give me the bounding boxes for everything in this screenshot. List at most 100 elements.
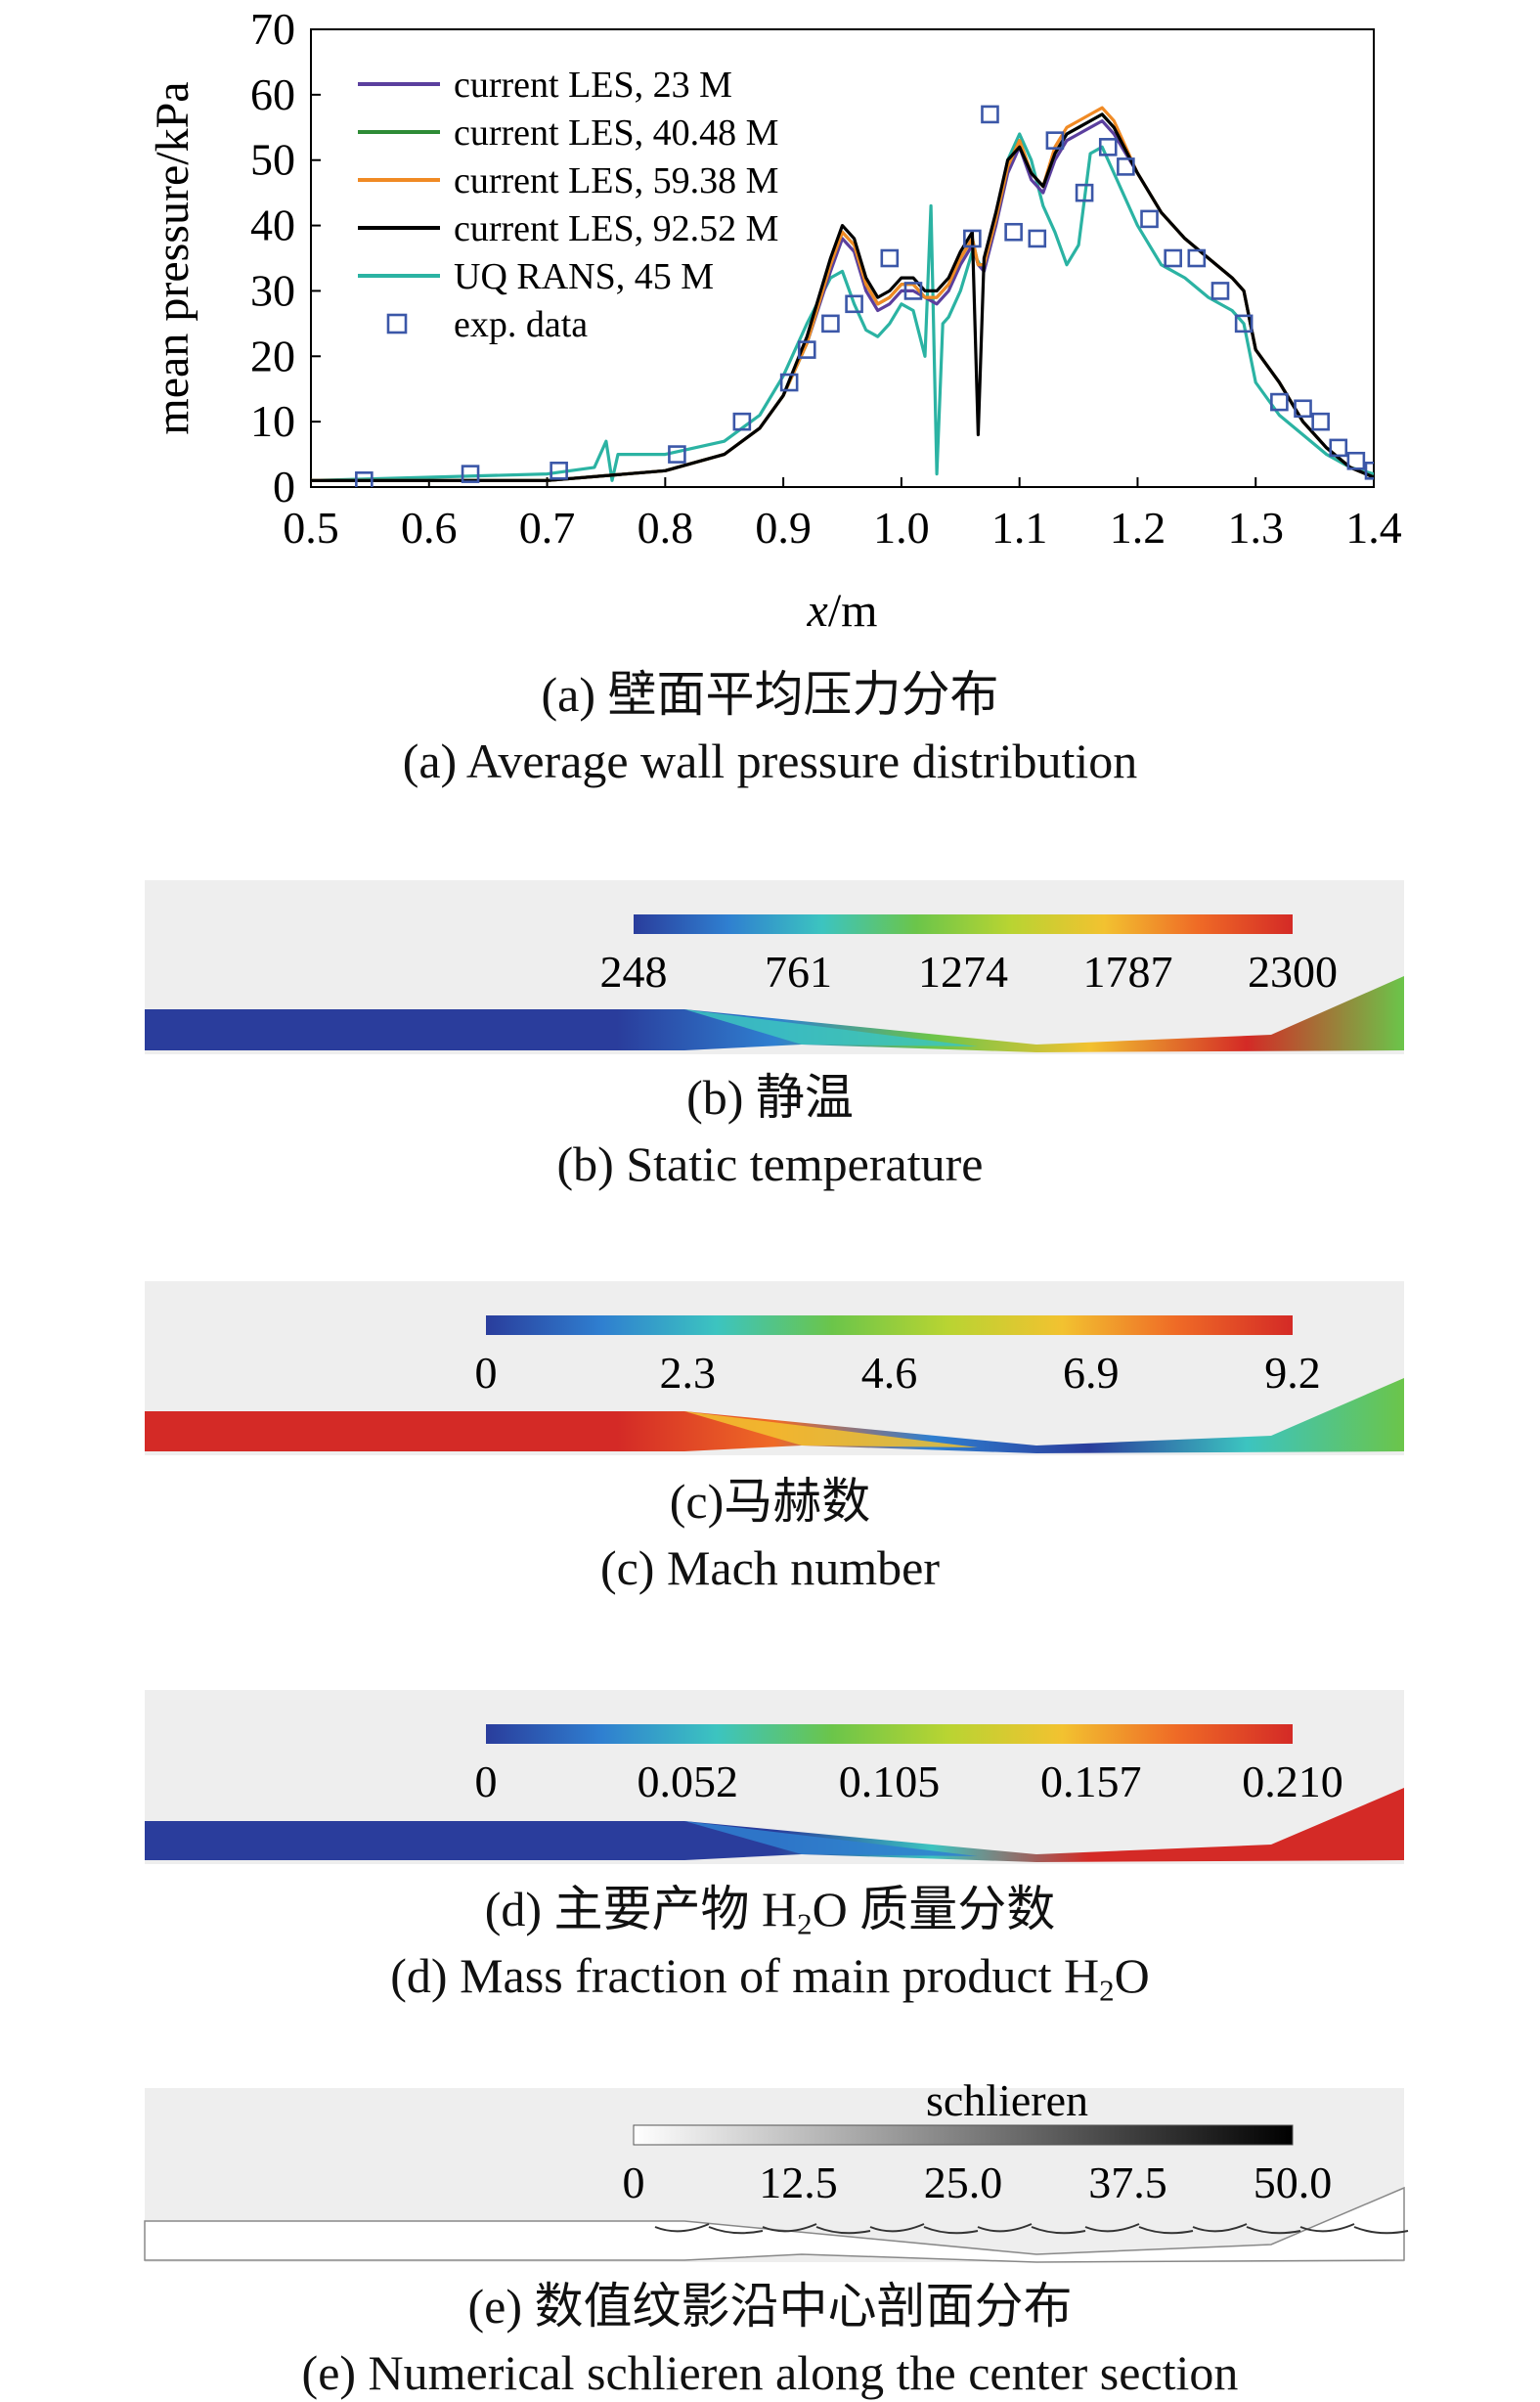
colorbar-tick-label: 248 [600, 947, 668, 997]
exp-data-point [845, 294, 863, 314]
pressure-chart-body: 0.5 0.6 0.7 0.8 0.9 1.0 1.1 1.2 1.3 1.4 0 10 20 30 40 5… [147, 4, 1402, 637]
caption-e-en: (e) Numerical schlieren along the center… [301, 2345, 1239, 2400]
y-tick-label: 40 [250, 200, 295, 250]
colorbar-tick-label: 0 [475, 1757, 498, 1806]
exp-data-point [880, 248, 900, 268]
colorbar-tick-label: 4.6 [861, 1348, 918, 1398]
colorbar [486, 1724, 1293, 1744]
caption-d-cn-sub: 2 [797, 1906, 813, 1941]
exp-data-point [797, 340, 816, 359]
exp-data-point [1294, 399, 1312, 419]
schlieren-wave [1192, 2223, 1248, 2233]
h2o-field: 0 0.052 0.105 0.157 0.210 [145, 1690, 1404, 1864]
caption-d-cn: (d) 主要产物 H2O 质量分数 [0, 1880, 1540, 1954]
exp-data-point [1329, 438, 1348, 458]
schlieren-wave [654, 2223, 710, 2233]
schlieren-wave [1353, 2226, 1409, 2235]
y-tick-label: 10 [250, 396, 295, 446]
schlieren-wave [923, 2226, 979, 2235]
colorbar-tick-label: 0.052 [638, 1757, 739, 1806]
y-tick-label: 30 [250, 265, 295, 315]
x-tick-label: 1.1 [991, 503, 1048, 553]
legend-label: current LES, 40.48 M [454, 112, 778, 154]
caption-a-cn: (a) 壁面平均压力分布 [541, 667, 999, 722]
schlieren-wave [977, 2223, 1033, 2233]
colorbar [634, 914, 1293, 934]
legend-label: current LES, 92.52 M [454, 208, 778, 249]
colorbar-tick-label: 50.0 [1254, 2157, 1333, 2207]
colorbar-tick-label: 0.157 [1040, 1757, 1142, 1806]
shock-wedge [684, 1821, 978, 1856]
exp-data-point [461, 465, 480, 483]
exp-data-point [1364, 461, 1374, 480]
legend: current LES, 23 M current LES, 40.48 M cur… [358, 65, 778, 345]
caption-d-en-sub: 2 [1099, 1973, 1115, 2008]
exp-data-point [1075, 183, 1094, 202]
colorbar-tick-label: 12.5 [759, 2157, 838, 2207]
temperature-field: 248 761 1274 1787 2300 [145, 880, 1404, 1054]
schlieren-field: 0 12.5 25.0 37.5 50.0 schlieren [144, 2078, 1409, 2263]
colorbar-tick-label: 2300 [1248, 947, 1338, 997]
exp-data-point [1270, 392, 1289, 412]
colorbar-tick-label: 9.2 [1264, 1348, 1321, 1398]
caption-d-cn-pre: (d) 主要产物 H [484, 1882, 798, 1936]
exp-data-point [1187, 248, 1207, 268]
colorbar-tick-label: 25.0 [924, 2157, 1003, 2207]
legend-marker [386, 313, 408, 334]
exp-data-point [1311, 412, 1330, 431]
x-tick-label: 0.6 [401, 503, 458, 553]
x-tick-label: 0.7 [519, 503, 576, 553]
series-line-4 [311, 132, 1374, 482]
colorbar-tick-label: 0 [623, 2157, 645, 2207]
caption-d-cn-post: O 质量分数 [812, 1882, 1056, 1936]
series-group [311, 105, 1374, 487]
channel [145, 1788, 1404, 1862]
caption-e-cn: (e) 数值纹影沿中心剖面分布 [467, 2279, 1073, 2334]
mach-contour: 0 2.3 4.6 6.9 9.2 [145, 1281, 1404, 1455]
exp-data-point [1098, 138, 1118, 156]
colorbar-tick-label: 1787 [1083, 947, 1173, 997]
exp-data-point [1028, 229, 1047, 248]
exp-data-point [1004, 222, 1023, 242]
colorbar-tick-label: 0.105 [839, 1757, 941, 1806]
schlieren-wave [815, 2226, 871, 2235]
colorbar-tick-label: 6.9 [1063, 1348, 1120, 1398]
channel [145, 1378, 1404, 1453]
x-tick-label: 1.2 [1110, 503, 1166, 553]
exp-data-point [1140, 209, 1159, 229]
exp-data-point [1164, 248, 1182, 268]
schlieren-contour: 0 12.5 25.0 37.5 50.0 schlieren [144, 2078, 1409, 2263]
caption-a-en: (a) Average wall pressure distribution [402, 734, 1138, 788]
shock-wedge [684, 1411, 978, 1447]
exp-data-point [963, 229, 982, 248]
schlieren-wave [1031, 2226, 1086, 2235]
legend-label: UQ RANS, 45 M [454, 256, 714, 297]
colorbar-tick-label: 0 [475, 1348, 498, 1398]
exp-data-point [550, 461, 568, 480]
schlieren-wave [1246, 2226, 1301, 2235]
schlieren-wave [1138, 2226, 1194, 2235]
caption-d-en-post: O [1114, 1948, 1150, 2003]
exp-data-point [732, 412, 752, 431]
h2o-contour: 0 0.052 0.105 0.157 0.210 [145, 1690, 1404, 1864]
exp-data-point [355, 471, 374, 487]
colorbar [633, 2124, 1294, 2146]
exp-data-point [1234, 314, 1254, 334]
exp-data-point [903, 282, 923, 300]
mach-field: 0 2.3 4.6 6.9 9.2 [145, 1281, 1404, 1455]
channel [144, 2186, 1405, 2263]
channel [145, 976, 1404, 1052]
exp-data-point [668, 445, 686, 464]
colorbar-tick-label: 37.5 [1088, 2157, 1167, 2207]
colorbar [486, 1315, 1293, 1335]
exp-data-point [1117, 157, 1135, 176]
series-line-3 [311, 112, 1374, 482]
schlieren-wave [1299, 2223, 1355, 2233]
colorbar-tick-label: 1274 [918, 947, 1008, 997]
y-tick-label: 50 [250, 135, 295, 185]
x-tick-label: 0.5 [283, 503, 339, 553]
schlieren-wave [869, 2223, 925, 2233]
caption-c-en: (c) Mach number [599, 1540, 941, 1595]
colorbar-tick-label: 2.3 [660, 1348, 717, 1398]
caption-d-en-pre: (d) Mass fraction of main product H [390, 1948, 1100, 2003]
